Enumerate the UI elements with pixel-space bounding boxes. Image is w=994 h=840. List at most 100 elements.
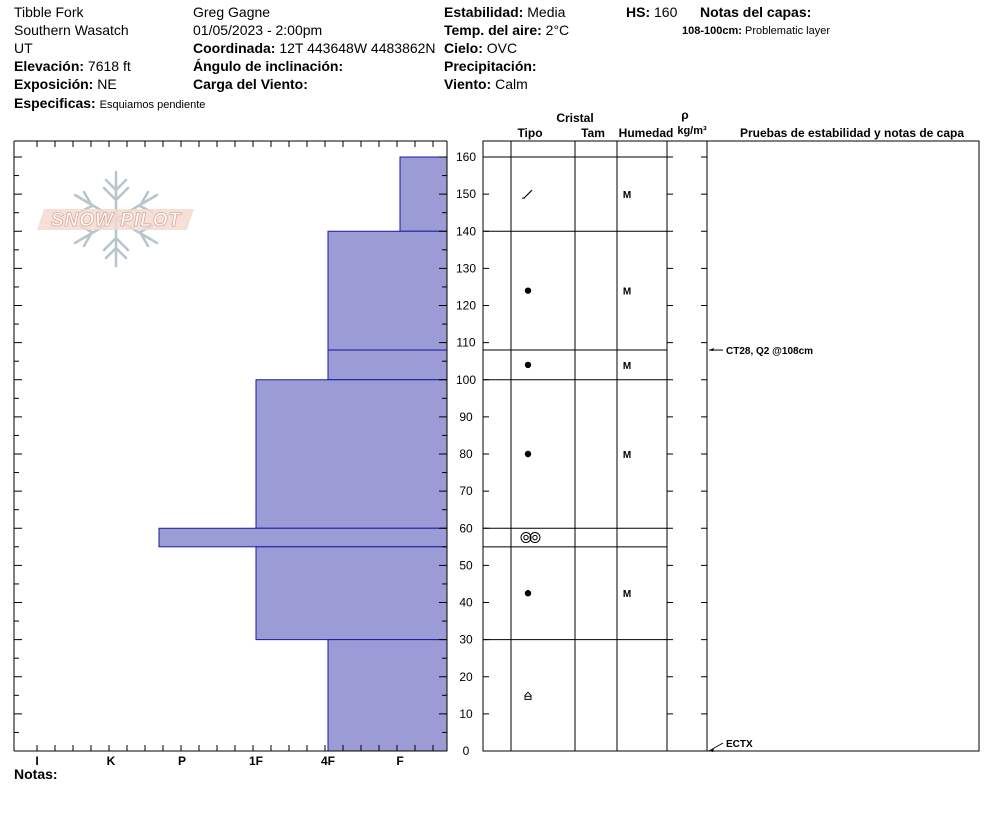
location: Tibble Fork: [14, 4, 84, 20]
rounded-grain-icon: [524, 450, 532, 458]
observer: Greg Gagne: [193, 4, 271, 20]
state: UT: [14, 40, 33, 56]
stability-label: Estabilidad:: [444, 4, 524, 20]
y-tick-label: 160: [456, 150, 476, 164]
hs-label: HS:: [626, 4, 651, 20]
aspect-value: NE: [97, 76, 117, 92]
hardness-bar: [327, 639, 448, 752]
notes-row: Notas:: [14, 765, 58, 783]
layer-note-range: 108-100cm:: [682, 25, 742, 37]
hardness-bar: [327, 230, 448, 351]
elevation-label: Elevación:: [14, 58, 85, 74]
datetime: 01/05/2023 - 2:00pm: [193, 22, 323, 38]
y-tick-label: 0: [463, 744, 470, 758]
y-tick-label: 120: [456, 299, 476, 313]
snowpilot-logo: SNOW PILOT: [37, 170, 194, 268]
moisture-value: M: [623, 589, 631, 600]
stability-row: Estabilidad: Media: [444, 3, 565, 21]
moisture-value: M: [623, 450, 631, 461]
rounded-grain-icon: [524, 361, 532, 369]
hardness-bar: [255, 379, 448, 529]
density-unit: kg/m³: [677, 125, 707, 137]
rounded-grain-icon: [524, 287, 532, 294]
hardness-label: F: [396, 754, 403, 768]
y-tick-label: 130: [456, 261, 476, 275]
stability-value: Media: [527, 4, 566, 20]
moisture-value: M: [623, 287, 631, 298]
type-header: Tipo: [517, 126, 542, 140]
wind-load-label: Carga del Viento:: [193, 76, 308, 92]
test-pointer: [708, 742, 724, 752]
wind-row: Viento: Calm: [444, 75, 528, 93]
air-temp-value: 2°C: [545, 22, 570, 38]
hs-row: HS: 160: [626, 3, 677, 21]
specifics-value: Esquiamos pendiente: [99, 99, 206, 111]
aspect-row: Exposición: NE: [14, 75, 117, 93]
moisture-value: M: [623, 361, 631, 372]
elevation-row: Elevación: 7618 ft: [14, 57, 131, 75]
tests-header: Pruebas de estabilidad y notas de capa: [740, 126, 964, 140]
y-tick-label: 30: [459, 633, 473, 647]
hardness-label: 4F: [321, 754, 335, 768]
air-temp-row: Temp. del aire: 2°C: [444, 21, 569, 39]
hardness-bar: [327, 349, 448, 381]
mf-inner-right: [532, 534, 538, 541]
y-tick-label: 150: [456, 187, 476, 201]
hardness-label: P: [178, 754, 186, 768]
hs-value: 160: [654, 4, 678, 20]
rounded-grain-icon: [524, 590, 532, 597]
coord-row: Coordinada: 12T 443648W 4483862N: [193, 39, 436, 57]
density-symbol: ρ: [681, 108, 688, 122]
coord-value: 12T 443648W 4483862N: [279, 40, 436, 56]
wind-load-row: Carga del Viento:: [193, 75, 308, 93]
y-tick-label: 40: [459, 596, 473, 610]
decomposing-grain-icon: [523, 189, 533, 199]
sky-row: Cielo: OVC: [444, 39, 518, 57]
specifics-label: Especificas:: [14, 95, 96, 111]
crystal-table-frame: [482, 140, 980, 752]
y-tick-label: 140: [456, 224, 476, 238]
test-label: CT28, Q2 @108cm: [726, 346, 813, 357]
hardness-bar: [255, 546, 448, 641]
y-tick-label: 70: [459, 484, 473, 498]
hardness-plot: I K P 1F 4F F 0 10 20 30 40 50 60 70 80 90 100 110 120 130 1…: [13, 140, 476, 768]
wind-label: Viento:: [444, 76, 492, 92]
specifics-row: Especificas: Esquiamos pendiente: [14, 94, 205, 114]
air-temp-label: Temp. del aire:: [444, 22, 542, 38]
layer-notes-title: Notas del capas:: [700, 3, 811, 21]
sky-value: OVC: [486, 40, 518, 56]
moisture-header: Humedad: [619, 126, 674, 140]
depth-hoar-grain-icon: [524, 691, 532, 700]
y-tick-label: 110: [456, 336, 475, 350]
y-tick-label: 90: [459, 410, 473, 424]
y-tick-label: 80: [459, 447, 473, 461]
test-label: ECTX: [726, 739, 753, 750]
melt-freeze-grain-icon: [520, 532, 541, 544]
mf-outer-right: [529, 532, 541, 544]
layer-note: 108-100cm: Problematic layer: [682, 22, 830, 40]
layer-note-text: Problematic layer: [745, 25, 830, 37]
slope-label: Ángulo de inclinación:: [193, 58, 344, 74]
mf-inner-left: [523, 534, 529, 541]
y-tick-label: 60: [459, 521, 473, 535]
notes-label: Notas:: [14, 766, 58, 782]
crystal-table: Cristal Tipo Tam Humedad ρ kg/m³ Pruebas de es…: [482, 108, 980, 752]
precip-row: Precipitación:: [444, 57, 537, 75]
aspect-label: Exposición:: [14, 76, 94, 92]
precip-label: Precipitación:: [444, 58, 537, 74]
y-tick-label: 20: [459, 670, 473, 684]
test-arrow-icon: [709, 749, 714, 752]
moisture-value: M: [623, 190, 631, 201]
range: Southern Wasatch: [14, 22, 129, 38]
y-tick-label: 100: [456, 373, 476, 387]
crystal-title: Cristal: [556, 111, 593, 125]
hardness-label: K: [107, 754, 116, 768]
size-header: Tam: [581, 126, 605, 140]
sky-label: Cielo:: [444, 40, 483, 56]
mf-outer-left: [520, 532, 532, 544]
hardness-label: 1F: [249, 754, 263, 768]
coord-label: Coordinada:: [193, 40, 276, 56]
hardness-bar: [158, 527, 448, 548]
y-tick-label: 10: [459, 707, 473, 721]
